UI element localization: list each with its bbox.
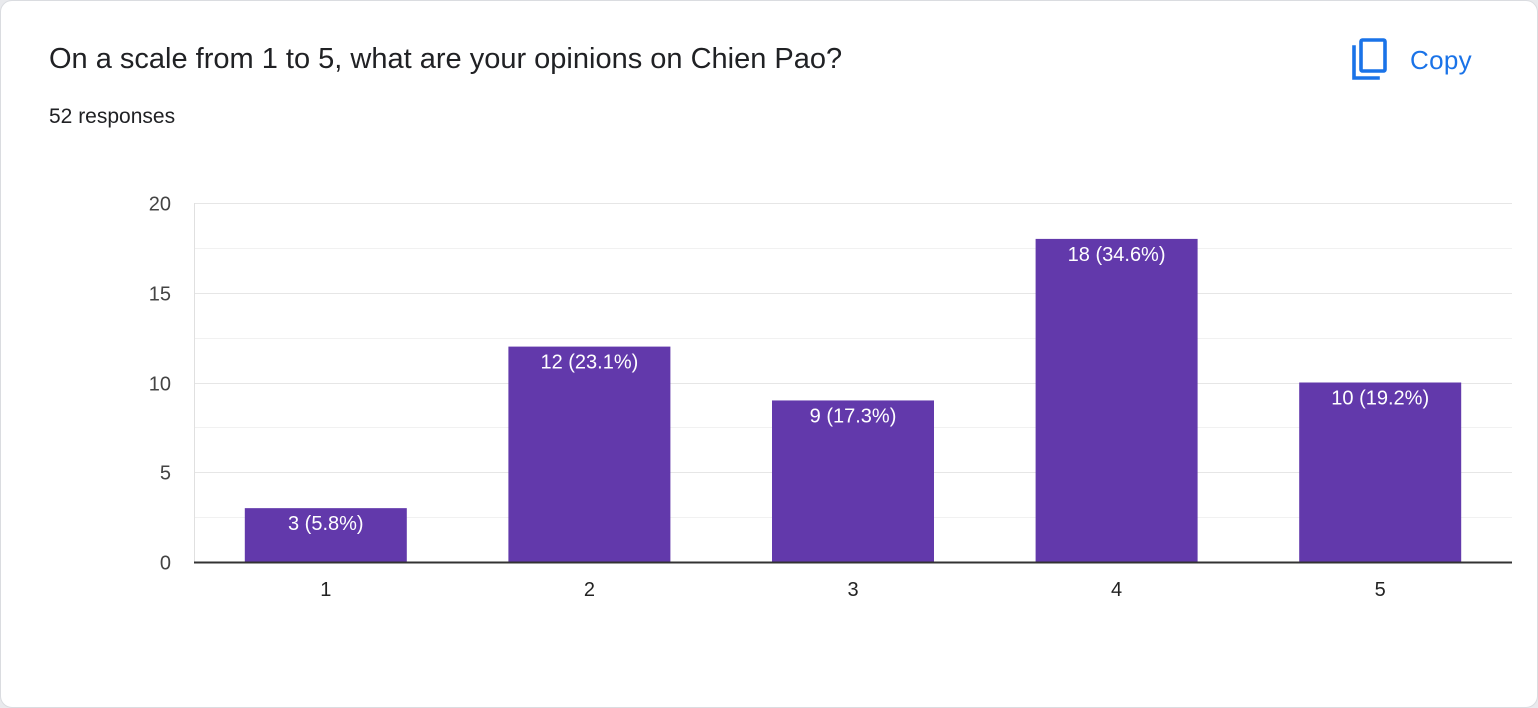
chart-bars <box>244 238 1462 562</box>
x-tick-label: 3 <box>847 579 858 601</box>
bar <box>508 346 671 562</box>
x-tick-label: 1 <box>320 579 331 601</box>
y-tick-label: 0 <box>160 553 171 575</box>
bar-data-label: 12 (23.1%) <box>540 352 638 374</box>
bar <box>1299 382 1462 562</box>
x-tick-label: 2 <box>584 579 595 601</box>
y-tick-label: 5 <box>160 463 171 485</box>
question-title: On a scale from 1 to 5, what are your op… <box>49 43 843 75</box>
chart-labels: 0 5 10 15 20 3 (5.8%) 1 12 (23.1%) 2 9 (17.3%) 3 18… <box>149 194 1512 601</box>
bar <box>772 400 934 562</box>
response-count: 52 responses <box>49 105 176 128</box>
y-tick-label: 15 <box>149 284 171 306</box>
copy-icon <box>1352 38 1387 80</box>
x-tick-label: 4 <box>1111 579 1122 601</box>
copy-label: Copy <box>1410 44 1472 75</box>
bar-data-label: 10 (19.2%) <box>1331 388 1429 410</box>
bar-data-label: 3 (5.8%) <box>288 513 364 535</box>
bar-data-label: 9 (17.3%) <box>810 405 897 427</box>
copy-chart-button[interactable]: Copy <box>1341 31 1491 89</box>
y-tick-label: 10 <box>149 374 171 396</box>
bar-data-label: 18 (34.6%) <box>1068 244 1166 266</box>
x-tick-label: 5 <box>1375 579 1386 601</box>
bar <box>244 508 407 562</box>
y-tick-label: 20 <box>149 194 171 216</box>
bar <box>1035 238 1198 562</box>
chart-gridlines <box>194 203 1512 562</box>
